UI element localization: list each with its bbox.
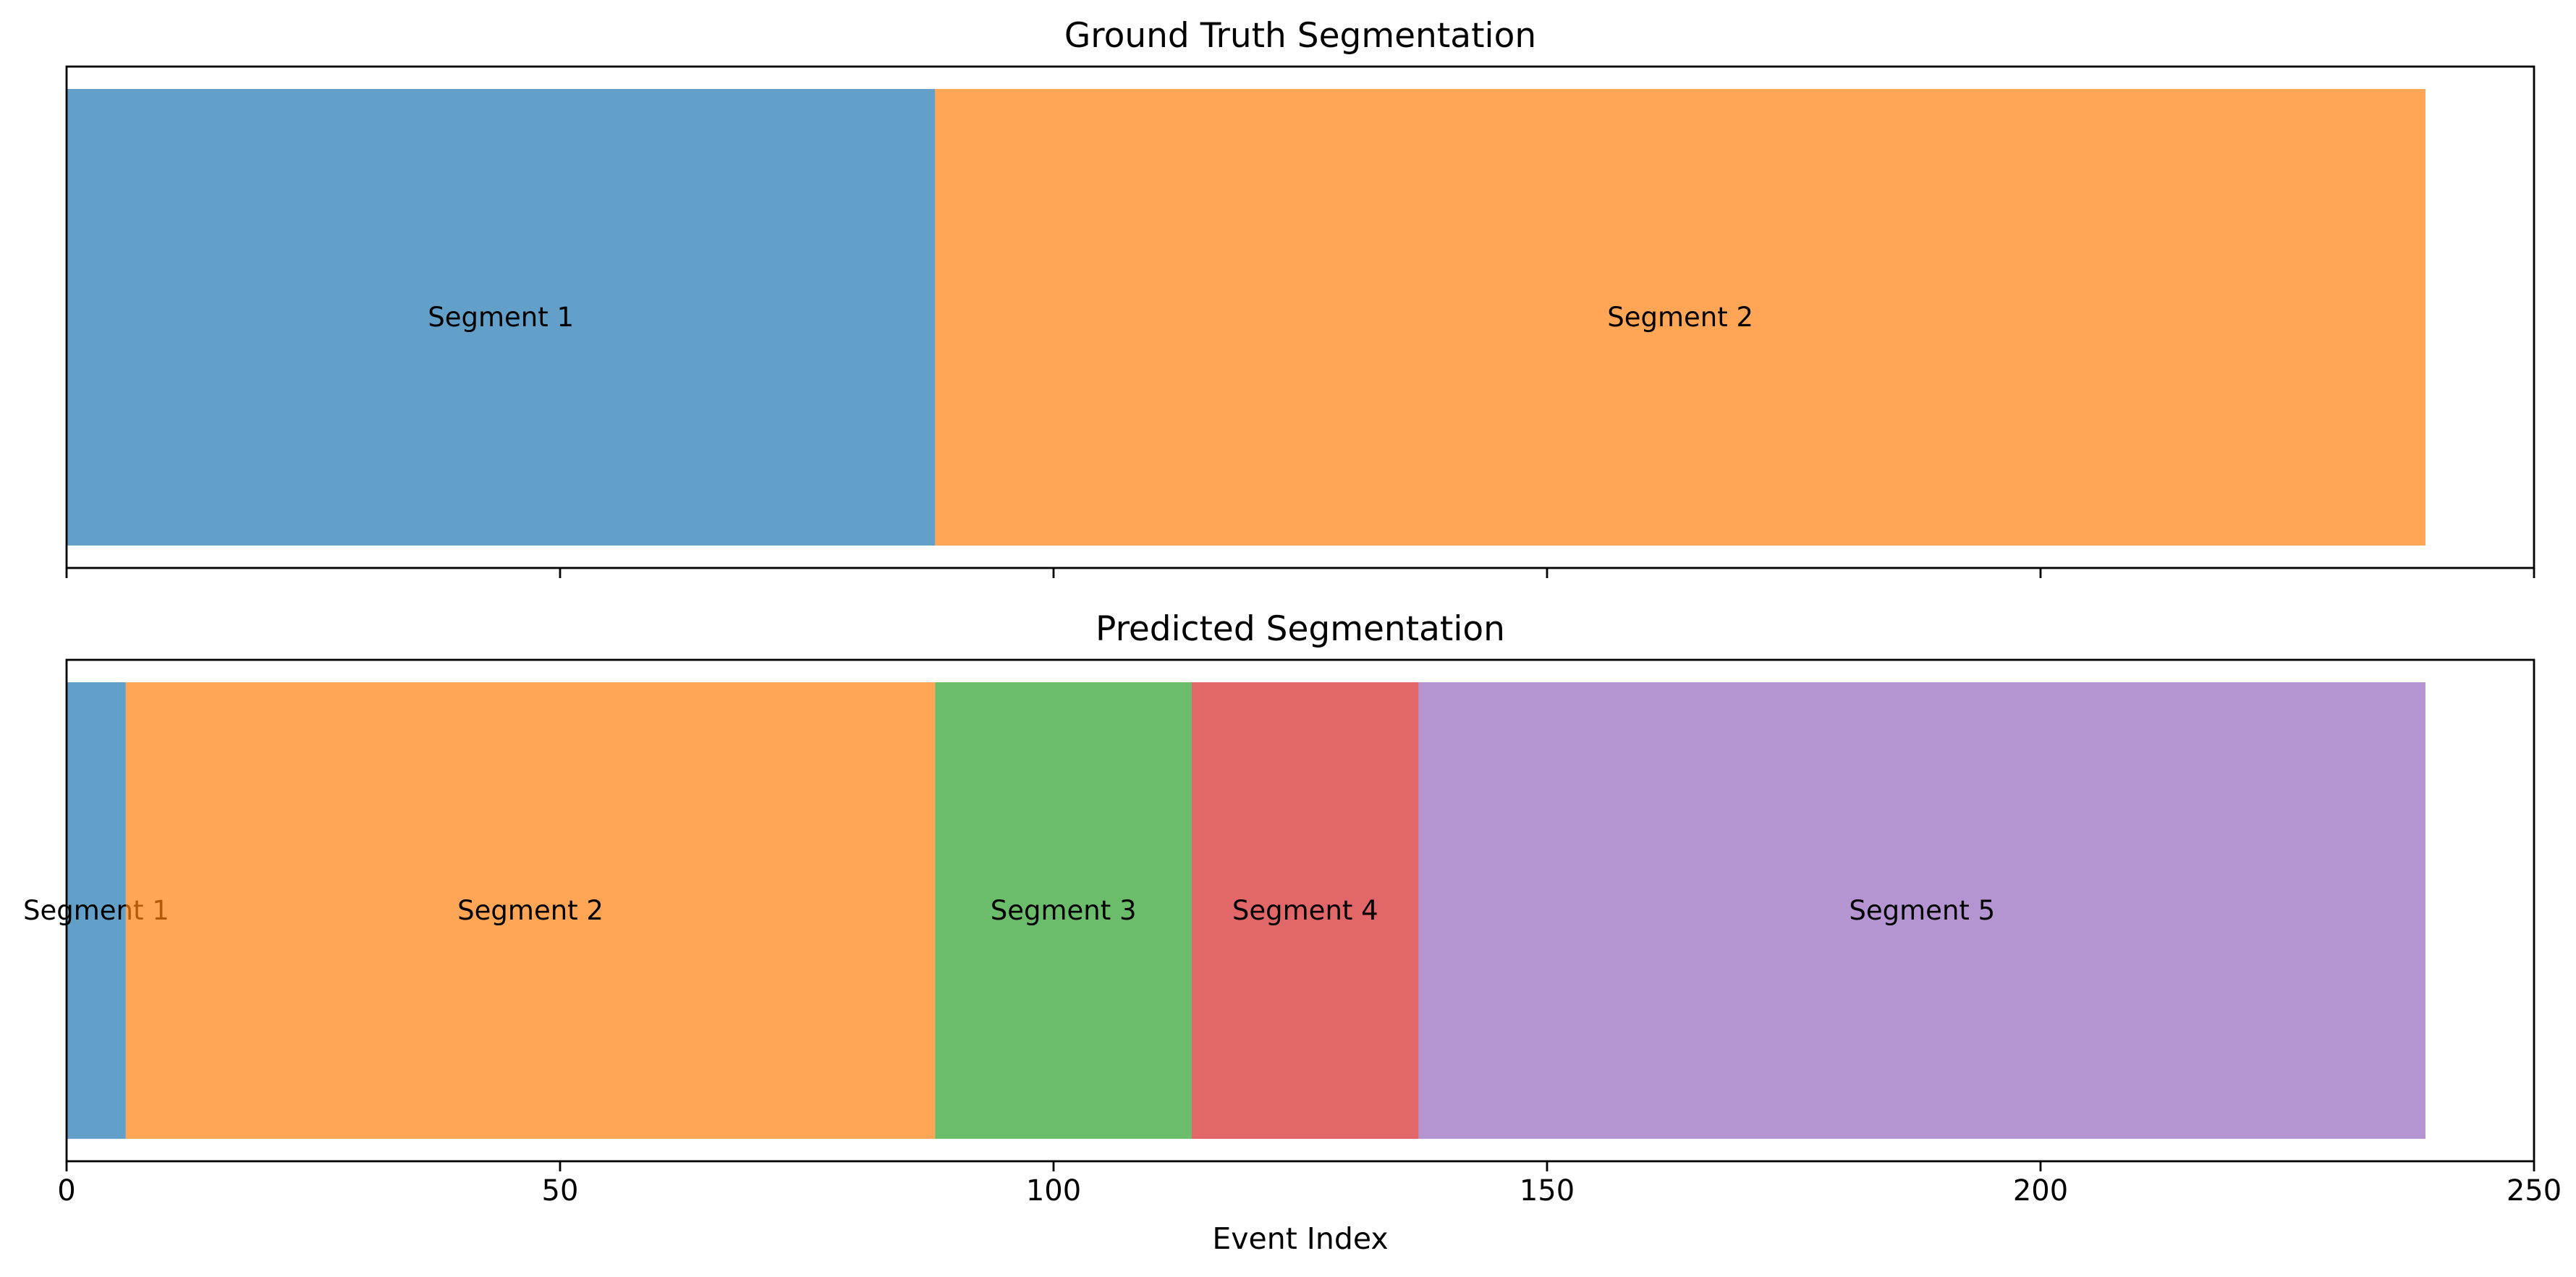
- predicted-panel: Predicted Segmentation Segment 1 Segment …: [23, 609, 2562, 1256]
- segment-bar-3: [935, 682, 1192, 1139]
- segment-label-3: Segment 3: [991, 895, 1137, 926]
- predicted-x-ticks: 0 50 100 150 200 250: [57, 1161, 2562, 1208]
- x-tick-label-150: 150: [1520, 1174, 1575, 1208]
- segment-bar-1: [67, 89, 936, 546]
- ground-truth-x-ticks: [65, 568, 2535, 578]
- x-axis-label: Event Index: [1212, 1221, 1388, 1256]
- ground-truth-segments: Segment 1 Segment 2: [67, 89, 2425, 546]
- segment-bar-4: [1191, 682, 1419, 1139]
- segment-label-1: Segment 1: [428, 302, 574, 333]
- segment-label-4: Segment 4: [1232, 895, 1378, 926]
- ground-truth-axes-frame: [65, 65, 2535, 569]
- segment-label-2: Segment 2: [1607, 302, 1753, 333]
- x-tick-label-50: 50: [542, 1174, 579, 1208]
- ground-truth-panel: Ground Truth Segmentation Segment 1 Segme…: [65, 16, 2535, 578]
- segment-bar-2: [935, 89, 2425, 546]
- ground-truth-title: Ground Truth Segmentation: [1064, 16, 1536, 56]
- predicted-title: Predicted Segmentation: [1096, 609, 1505, 649]
- x-tick-label-100: 100: [1026, 1174, 1081, 1208]
- x-tick-label-200: 200: [2013, 1174, 2068, 1208]
- segment-label-5: Segment 5: [1849, 895, 1995, 926]
- segment-bar-5: [1418, 682, 2425, 1139]
- x-tick-label-0: 0: [57, 1174, 75, 1208]
- segment-bar-1: [67, 682, 126, 1139]
- x-tick-label-250: 250: [2507, 1174, 2562, 1208]
- predicted-segments: Segment 1 Segment 2 Segment 3 Segment 4 Segm…: [23, 682, 2425, 1139]
- segment-bar-2: [125, 682, 936, 1139]
- segment-label-2: Segment 2: [457, 895, 603, 926]
- predicted-axes-frame: [65, 658, 2535, 1163]
